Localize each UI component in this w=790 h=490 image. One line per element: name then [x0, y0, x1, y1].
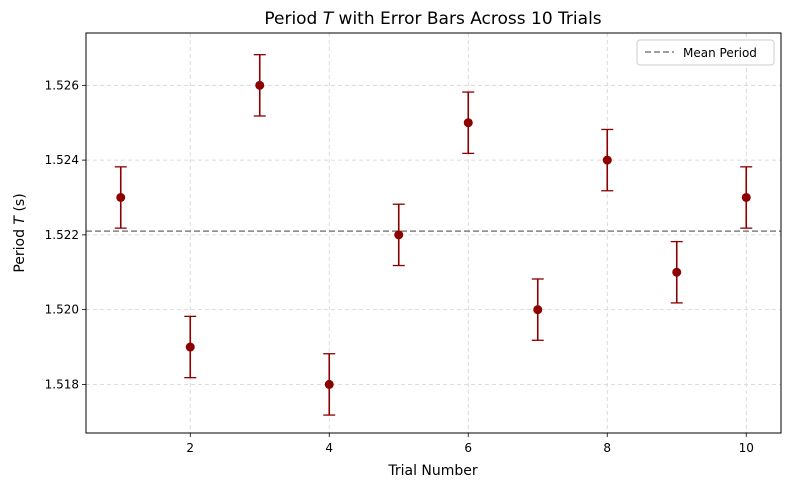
y-tick-label: 1.520 — [45, 303, 79, 317]
ylabel-prefix: Period — [12, 225, 28, 273]
x-tick-label: 2 — [186, 441, 194, 455]
data-point — [741, 192, 751, 202]
x-tick-label: 8 — [603, 441, 611, 455]
chart-title: Period T with Error Bars Across 10 Trial… — [264, 9, 601, 29]
data-point — [255, 80, 265, 90]
legend: Mean Period — [636, 39, 775, 66]
tick-layer: 2 4 6 8 10 1.518 1.520 1.522 1.524 1.526 — [45, 78, 754, 455]
y-tick-label: 1.518 — [45, 377, 79, 391]
data-point-group — [323, 353, 336, 416]
y-tick-label: 1.524 — [45, 153, 79, 167]
y-tick-label: 1.522 — [45, 228, 79, 242]
data-point — [394, 230, 404, 240]
data-point — [602, 155, 612, 165]
x-tick-label: 10 — [739, 441, 754, 455]
data-point-group — [531, 278, 544, 341]
title-prefix: Period — [264, 9, 322, 29]
title-suffix: with Error Bars Across 10 Trials — [333, 9, 602, 29]
data-point-group — [392, 203, 405, 267]
data-point — [185, 342, 195, 352]
data-point — [463, 118, 473, 128]
data-point — [116, 192, 126, 202]
legend-box — [636, 39, 775, 66]
y-tick-label: 1.526 — [45, 78, 79, 92]
ylabel-symbol: T — [12, 215, 28, 225]
data-point-group — [670, 240, 683, 304]
data-point-group — [740, 166, 753, 229]
x-axis-label: Trial Number — [387, 463, 478, 479]
data-point — [672, 267, 682, 277]
plot-frame — [85, 32, 782, 434]
legend-mean-period-label: Mean Period — [683, 46, 757, 60]
ylabel-suffix: (s) — [12, 193, 28, 216]
data-point — [324, 379, 334, 389]
data-point-group — [184, 315, 197, 379]
title-symbol: T — [323, 9, 335, 29]
data-point-group — [253, 54, 266, 117]
data-point-group — [601, 128, 614, 192]
data-layer — [114, 54, 753, 416]
x-tick-label: 6 — [464, 441, 472, 455]
data-point-group — [462, 91, 475, 155]
x-tick-label: 4 — [325, 441, 333, 455]
y-axis-label: Period T (s) — [12, 193, 28, 272]
data-point-group — [114, 166, 127, 229]
data-point — [533, 305, 543, 315]
